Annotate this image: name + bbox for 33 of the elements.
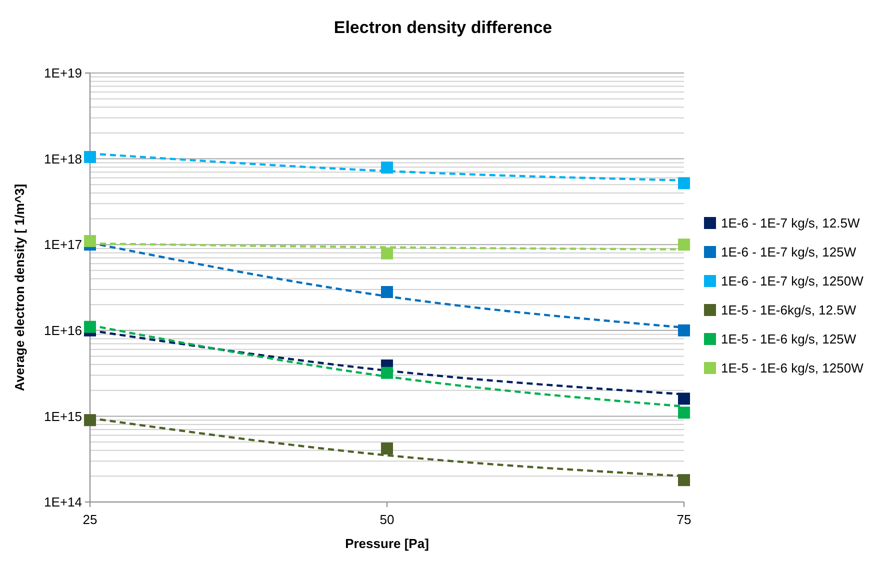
y-axis-title: Average electron density [ 1/m^3] bbox=[12, 184, 27, 392]
point bbox=[381, 442, 393, 455]
point bbox=[381, 162, 393, 174]
legend-label: 1E-6 - 1E-7 kg/s, 12.5W bbox=[721, 216, 860, 231]
point bbox=[678, 324, 690, 336]
point bbox=[84, 414, 96, 426]
y-tick-label: 1E+15 bbox=[44, 408, 82, 424]
point bbox=[84, 235, 96, 248]
x-axis-title: Pressure [Pa] bbox=[345, 536, 429, 551]
legend-label: 1E-5 - 1E-6 kg/s, 1250W bbox=[721, 360, 864, 376]
x-tick-label: 25 bbox=[82, 512, 98, 527]
point bbox=[678, 238, 690, 251]
point bbox=[381, 366, 393, 379]
chart-title: Electron density difference bbox=[334, 18, 552, 37]
point bbox=[678, 177, 690, 190]
y-tick-label: 1E+19 bbox=[44, 66, 82, 81]
point bbox=[678, 474, 690, 486]
legend-label: 1E-6 - 1E-7 kg/s, 1250W bbox=[721, 274, 864, 289]
y-tick-label: 1E+18 bbox=[44, 151, 82, 166]
legend-label: 1E-5 - 1E-6kg/s, 12.5W bbox=[721, 302, 857, 318]
point bbox=[381, 286, 393, 298]
y-tick-label: 1E+14 bbox=[44, 494, 82, 510]
legend-label: 1E-5 - 1E-6 kg/s, 125W bbox=[721, 332, 857, 347]
point bbox=[678, 392, 690, 405]
point bbox=[84, 320, 96, 333]
y-tick-label: 1E+17 bbox=[44, 237, 82, 252]
point bbox=[678, 406, 690, 419]
x-tick-label: 75 bbox=[676, 512, 692, 527]
point bbox=[381, 247, 393, 260]
x-tick-label: 50 bbox=[380, 512, 394, 527]
legend-label: 1E-6 - 1E-7 kg/s, 125W bbox=[721, 244, 857, 260]
y-tick-label: 1E+16 bbox=[44, 322, 82, 338]
point bbox=[84, 150, 96, 163]
